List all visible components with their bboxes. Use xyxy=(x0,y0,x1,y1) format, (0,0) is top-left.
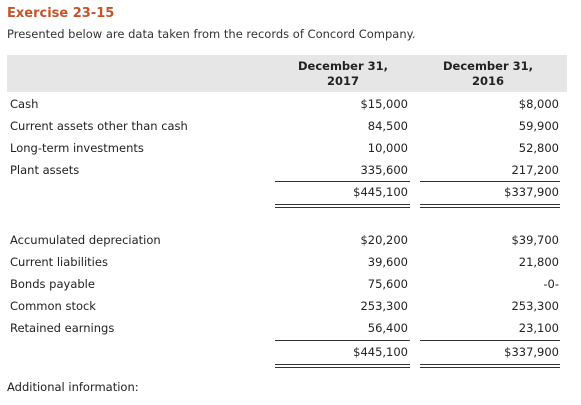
total-2017: $445,100 xyxy=(353,345,408,359)
value-2016: 21,800 xyxy=(518,255,559,269)
table-row: Long-term investments 10,000 52,800 xyxy=(0,138,581,158)
row-label: Retained earnings xyxy=(10,321,115,335)
value-2017: 335,600 xyxy=(360,163,408,177)
value-2016: $8,000 xyxy=(518,97,559,111)
row-label: Common stock xyxy=(10,299,96,313)
total-double-rule xyxy=(275,364,410,368)
value-2017: 253,300 xyxy=(360,299,408,313)
total-row: $445,100 $337,900 xyxy=(0,342,581,362)
column-header-2017-line1: December 31, xyxy=(297,59,389,73)
subtotal-rule xyxy=(275,340,410,341)
additional-information-label: Additional information: xyxy=(7,380,139,394)
total-double-rule xyxy=(420,364,560,368)
value-2016: 23,100 xyxy=(518,321,559,335)
row-label: Accumulated depreciation xyxy=(10,233,161,247)
value-2016: 59,900 xyxy=(518,119,559,133)
value-2017: 39,600 xyxy=(367,255,408,269)
value-2017: $15,000 xyxy=(360,97,408,111)
row-label: Bonds payable xyxy=(10,277,95,291)
column-header-2017-line2: 2017 xyxy=(326,74,359,88)
table-row: Accumulated depreciation $20,200 $39,700 xyxy=(0,230,581,250)
subtotal-rule xyxy=(420,340,560,341)
row-label: Plant assets xyxy=(10,163,80,177)
table-header-band xyxy=(7,55,567,92)
column-header-2016-line2: 2016 xyxy=(471,74,504,88)
intro-text: Presented below are data taken from the … xyxy=(7,27,416,41)
column-header-2017: December 31, 2017 xyxy=(275,59,411,89)
value-2016: -0- xyxy=(543,277,559,291)
total-row: $445,100 $337,900 xyxy=(0,182,581,202)
column-header-2016-line1: December 31, xyxy=(442,59,534,73)
value-2016: 253,300 xyxy=(511,299,559,313)
column-header-2016: December 31, 2016 xyxy=(420,59,556,89)
total-2016: $337,900 xyxy=(504,345,559,359)
total-double-rule xyxy=(275,204,410,208)
table-row: Bonds payable 75,600 -0- xyxy=(0,274,581,294)
row-label: Current assets other than cash xyxy=(10,119,188,133)
total-2017: $445,100 xyxy=(353,185,408,199)
table-row: Common stock 253,300 253,300 xyxy=(0,296,581,316)
value-2017: 10,000 xyxy=(367,141,408,155)
value-2017: 84,500 xyxy=(367,119,408,133)
total-double-rule xyxy=(420,204,560,208)
row-label: Current liabilities xyxy=(10,255,108,269)
table-row: Cash $15,000 $8,000 xyxy=(0,94,581,114)
value-2017: $20,200 xyxy=(360,233,408,247)
table-row: Current liabilities 39,600 21,800 xyxy=(0,252,581,272)
value-2017: 56,400 xyxy=(367,321,408,335)
subtotal-rule xyxy=(275,181,410,182)
value-2016: $39,700 xyxy=(511,233,559,247)
table-row: Current assets other than cash 84,500 59… xyxy=(0,116,581,136)
exercise-title: Exercise 23-15 xyxy=(7,6,115,21)
table-row: Plant assets 335,600 217,200 xyxy=(0,160,581,180)
total-2016: $337,900 xyxy=(504,185,559,199)
value-2016: 52,800 xyxy=(518,141,559,155)
subtotal-rule xyxy=(420,181,560,182)
value-2016: 217,200 xyxy=(511,163,559,177)
row-label: Cash xyxy=(10,97,39,111)
row-label: Long-term investments xyxy=(10,141,144,155)
value-2017: 75,600 xyxy=(367,277,408,291)
table-row: Retained earnings 56,400 23,100 xyxy=(0,318,581,338)
